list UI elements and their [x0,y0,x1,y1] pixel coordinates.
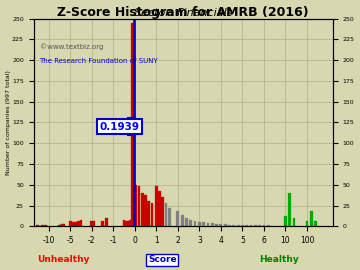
Bar [150,203,153,226]
Text: Score: Score [148,255,176,264]
Bar [90,221,93,226]
Bar [58,225,61,226]
Bar [267,225,270,226]
Bar [73,222,76,226]
Bar [215,224,218,226]
Y-axis label: Number of companies (997 total): Number of companies (997 total) [5,70,10,175]
Bar [69,221,72,226]
Bar [245,225,248,226]
Bar [155,187,158,226]
Bar [185,218,188,226]
Bar [75,222,78,226]
Bar [44,225,47,226]
Bar [80,220,82,226]
Bar [293,218,296,226]
Bar [105,218,108,226]
Bar [40,225,42,226]
Bar [37,225,40,226]
Bar [314,221,317,226]
Bar [61,224,64,226]
Bar [144,195,147,226]
Bar [254,225,257,226]
Bar [310,211,313,226]
Bar [224,224,226,226]
Bar [59,225,62,226]
Bar [168,208,171,226]
Bar [165,203,167,226]
Bar [306,221,309,226]
Bar [241,225,244,226]
Bar [77,221,80,226]
Bar [45,225,48,226]
Bar [127,221,130,226]
Bar [220,224,222,226]
Text: Healthy: Healthy [259,255,299,264]
Bar [134,19,135,226]
Bar [41,225,44,226]
Bar [125,221,127,226]
Bar [134,185,137,226]
Bar [161,197,164,226]
Bar [249,225,252,226]
Bar [189,220,192,226]
Text: The Research Foundation of SUNY: The Research Foundation of SUNY [40,58,158,64]
Bar [93,221,95,226]
Bar [138,187,140,226]
Bar [288,193,291,226]
Bar [39,225,41,226]
Bar [228,225,231,226]
Bar [158,191,161,226]
Bar [42,225,45,226]
Bar [60,225,63,226]
Bar [262,225,265,226]
Bar [258,225,261,226]
Bar [237,225,239,226]
Text: Sector: Financials: Sector: Financials [134,8,233,18]
Text: Unhealthy: Unhealthy [37,255,90,264]
Bar [101,221,104,226]
Bar [211,223,214,226]
Bar [43,225,46,226]
Bar [36,225,39,226]
Bar [198,222,201,226]
Bar [131,23,134,226]
Bar [284,216,287,226]
Bar [62,224,65,226]
Bar [207,223,210,226]
Bar [233,225,235,226]
Bar [141,193,144,226]
Bar [176,211,179,226]
Bar [122,220,125,226]
Title: Z-Score Histogram for AMRB (2016): Z-Score Histogram for AMRB (2016) [57,6,309,19]
Bar [194,221,197,226]
Bar [202,222,205,226]
Bar [181,215,184,226]
Bar [147,201,150,226]
Bar [71,222,74,226]
Text: ©www.textbiz.org: ©www.textbiz.org [40,43,103,50]
Text: 0.1939: 0.1939 [100,122,140,131]
Bar [129,220,132,226]
